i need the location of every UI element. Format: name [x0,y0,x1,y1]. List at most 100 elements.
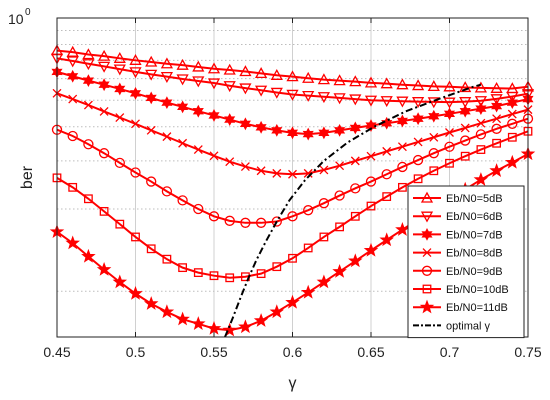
marker-triangle-down [506,91,519,103]
legend-label: Eb/N0=7dB [446,229,503,241]
marker-x [460,123,470,133]
marker-star [379,232,394,247]
legend-entry: Eb/N0=9dB [413,265,503,278]
marker-star [316,274,332,289]
marker-x [476,118,486,128]
x-tick-label: 0.45 [43,344,70,360]
marker-x [492,114,502,124]
marker-hexagram [334,123,346,137]
marker-triangle-up [113,51,126,63]
x-tick-label: 0.65 [357,344,384,360]
marker-triangle-up [317,73,331,85]
marker-circle [67,130,78,142]
optimal-gamma-line [224,83,482,338]
series-hexagram [51,65,534,141]
marker-square [350,211,360,221]
marker-x [382,146,392,156]
marker-square [209,271,219,281]
marker-triangle-up [302,71,315,83]
marker-hexagram [208,109,220,122]
marker-square [335,222,345,232]
marker-triangle-down [317,92,331,104]
marker-triangle-up [270,68,283,80]
marker-square [366,201,376,211]
legend-entry: Eb/N0=8dB [413,248,503,260]
marker-star [206,320,222,335]
marker-triangle-up [420,191,434,203]
marker-circle [444,141,455,152]
marker-star [348,253,363,268]
marker-x [193,145,203,155]
legend-box [407,185,525,339]
marker-x [445,128,454,137]
legend-label: Eb/N0=11dB [446,302,508,314]
marker-triangle-down [420,211,434,223]
marker-square [99,206,109,216]
marker-triangle-down [302,90,315,102]
marker-x [146,125,156,135]
marker-square [288,253,297,263]
series-x [52,88,533,179]
marker-square [413,174,423,184]
marker-triangle-up [160,57,174,69]
marker-square [256,269,266,279]
marker-square [460,151,470,161]
marker-star [128,286,143,300]
y-tick-label-base: 10 [8,11,24,27]
marker-triangle-down [66,56,79,68]
marker-star [253,313,269,327]
marker-square [225,273,235,283]
marker-triangle-down [254,85,268,97]
marker-triangle-down [223,81,236,93]
marker-triangle-up [443,80,456,92]
marker-hexagram [224,113,236,126]
marker-triangle-up [82,48,95,60]
legend: Eb/N0=5dB Eb/N0=6dB Eb/N0=7dB Eb/N0=8dB Eb/N… [407,185,525,339]
series-line [56,49,529,90]
x-tick-label: 0.75 [514,344,541,360]
marker-triangle-up [223,63,236,75]
marker-triangle-up [411,79,425,91]
marker-circle [240,217,251,228]
marker-hexagram [381,116,393,130]
marker-star [238,319,253,334]
marker-circle [460,135,471,146]
legend-entry: Eb/N0=5dB [413,191,503,205]
marker-square [303,243,313,253]
marker-circle [224,215,235,226]
marker-square [146,244,156,254]
plot-frame [56,17,529,338]
marker-triangle-up [145,55,158,67]
marker-triangle-down [160,72,174,83]
marker-triangle-up [129,53,142,65]
marker-square [382,192,392,201]
marker-hexagram [271,123,283,137]
legend-label: Eb/N0=8dB [446,248,503,260]
marker-circle [271,216,282,227]
marker-x [272,168,282,178]
marker-square [178,263,188,273]
marker-square [397,182,407,192]
marker-triangle-up [364,76,378,88]
x-axis-ticks: 0.45 0.5 0.55 0.6 0.65 0.7 0.75 [43,18,542,360]
marker-hexagram [318,126,330,140]
marker-circle [177,195,188,206]
marker-triangle-up [474,81,488,93]
marker-x [507,109,517,119]
marker-hexagram [421,228,433,241]
marker-hexagram [286,126,299,140]
legend-entry: Eb/N0=10dB [413,284,509,296]
marker-x [429,132,439,142]
marker-triangle-down [286,89,299,101]
legend-entry: Eb/N0=7dB [413,228,503,241]
marker-star [300,284,316,299]
marker-square [445,158,454,168]
marker-star [332,263,347,278]
marker-square [422,284,432,294]
marker-square [507,132,517,142]
marker-hexagram [506,96,518,110]
marker-star [143,296,159,310]
marker-circle [365,176,377,187]
series-triangle-up [50,44,535,94]
